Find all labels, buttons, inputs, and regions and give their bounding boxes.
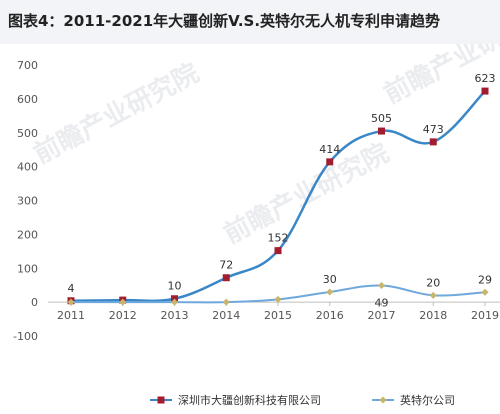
data-point: [171, 298, 178, 306]
y-tick-label: 200: [17, 228, 38, 241]
data-label: 623: [475, 72, 496, 85]
y-tick-label: 100: [17, 262, 38, 275]
data-point: [222, 274, 230, 282]
x-tick-label: 2015: [264, 309, 292, 322]
chart-title: 图表4：2011-2021年大疆创新V.S.英特尔无人机专利申请趋势: [8, 12, 441, 30]
series-line-0: [70, 90, 486, 303]
data-label: 414: [319, 143, 340, 156]
legend-label: 深圳市大疆创新科技有限公司: [178, 393, 321, 407]
y-tick-label: 500: [17, 127, 38, 140]
x-tick-label: 2014: [212, 309, 240, 322]
data-point: [222, 298, 230, 306]
data-label: 29: [478, 273, 492, 286]
data-label: 20: [426, 276, 440, 289]
data-label: 505: [371, 112, 392, 125]
y-tick-label: 700: [17, 59, 38, 72]
data-point: [429, 138, 437, 146]
data-point: [326, 288, 334, 296]
x-tick-label: 2017: [368, 309, 396, 322]
data-point: [378, 282, 385, 290]
x-tick-label: 2018: [419, 309, 447, 322]
y-tick-label: 400: [17, 161, 38, 174]
data-point: [274, 247, 282, 255]
y-tick-label: 300: [17, 195, 38, 208]
y-tick-label: -100: [13, 330, 38, 343]
watermark-0: 前瞻产业研究院: [29, 57, 204, 170]
x-tick-label: 2019: [471, 309, 499, 322]
data-point: [274, 295, 282, 303]
data-label: 152: [268, 232, 289, 245]
x-tick-label: 2011: [57, 309, 85, 322]
y-tick-label: 0: [31, 296, 38, 309]
data-point: [481, 87, 489, 95]
data-point: [429, 291, 437, 299]
data-label: 72: [219, 259, 233, 272]
legend-marker: [157, 396, 165, 404]
x-tick-label: 2013: [161, 309, 189, 322]
data-point: [481, 288, 489, 296]
data-label: 49: [375, 297, 389, 310]
x-tick-label: 2016: [316, 309, 344, 322]
x-tick-label: 2012: [109, 309, 137, 322]
data-point: [67, 298, 75, 306]
data-label: 473: [423, 123, 444, 136]
patent-trend-chart: 前瞻产业研究院前瞻产业研究院前瞻产业研究院-100010020030040050…: [13, 44, 500, 407]
data-label: 10: [168, 280, 182, 293]
data-point: [378, 127, 385, 135]
legend-marker: [379, 396, 387, 404]
data-point: [326, 158, 334, 166]
legend-label: 英特尔公司: [400, 393, 455, 407]
data-point: [119, 298, 127, 306]
watermark-1: 前瞻产业研究院: [219, 137, 394, 250]
data-label: 4: [68, 282, 75, 295]
data-label: 30: [323, 273, 337, 286]
title-bar: 图表4：2011-2021年大疆创新V.S.英特尔无人机专利申请趋势: [0, 0, 500, 44]
y-tick-label: 600: [17, 93, 38, 106]
